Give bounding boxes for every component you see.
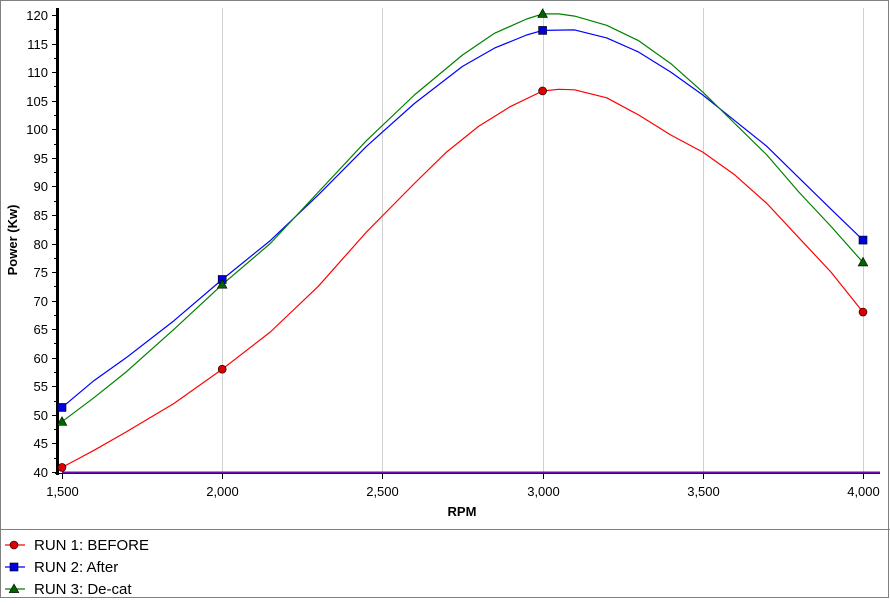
data-point-run-1-before [57, 463, 67, 472]
y-axis-title: Power (Kw) [5, 205, 20, 276]
series-lines [61, 13, 864, 468]
y-tick-label: 110 [27, 65, 48, 80]
series-markers [56, 8, 869, 472]
data-point-run-3-de-cat [857, 256, 869, 267]
legend-label-run-1-before: RUN 1: BEFORE [34, 537, 149, 554]
y-tick-label: 95 [34, 151, 48, 166]
y-tick-label: 40 [34, 465, 48, 480]
x-axis-title: RPM [448, 504, 477, 519]
data-point-run-2-after [538, 26, 547, 35]
legend: RUN 1: BEFORE RUN 2: After RUN 3: De-cat [5, 537, 149, 598]
series-line-run-2-after [61, 29, 864, 408]
x-tick-label: 2,500 [366, 484, 399, 499]
x-tick-label: 4,000 [847, 484, 880, 499]
legend-marker-run-1-before [9, 540, 19, 550]
y-tick-label: 55 [34, 379, 48, 394]
axes [52, 8, 880, 479]
data-point-run-3-de-cat [216, 279, 228, 289]
legend-label-run-3-de-cat: RUN 3: De-cat [34, 581, 132, 598]
y-tick-label: 50 [34, 408, 48, 423]
y-tick-label: 60 [34, 351, 48, 366]
x-tick-label: 1,500 [46, 484, 79, 499]
series-line-run-3-de-cat [61, 13, 864, 423]
y-tick-label: 100 [26, 122, 48, 137]
y-tick-label: 120 [26, 8, 48, 23]
data-point-run-3-de-cat [56, 416, 68, 426]
legend-label-run-2-after: RUN 2: After [34, 559, 118, 576]
y-tick-label: 65 [34, 322, 48, 337]
y-tick-label: 80 [34, 237, 48, 252]
data-point-run-1-before [217, 364, 227, 374]
data-point-run-2-after [57, 403, 67, 412]
x-tick-label: 3,000 [527, 484, 560, 499]
data-point-run-3-de-cat [537, 8, 548, 18]
y-tick-label: 115 [27, 37, 48, 52]
data-point-run-1-before [538, 86, 547, 96]
tick-labels: 40 45 50 55 60 65 70 75 80 85 90 95 100 105 110 115 120 1… [26, 8, 879, 499]
x-tick-label: 3,500 [687, 484, 720, 499]
data-point-run-2-after [858, 235, 868, 245]
y-tick-label: 90 [34, 179, 48, 194]
legend-marker-run-2-after [9, 562, 19, 572]
series-line-run-1-before [61, 88, 864, 468]
legend-marker-run-3-de-cat [8, 583, 20, 593]
x-tick-label: 2,000 [206, 484, 239, 499]
y-tick-label: 105 [26, 94, 48, 109]
y-tick-label: 85 [34, 208, 48, 223]
y-tick-label: 45 [34, 436, 48, 451]
data-point-run-1-before [858, 307, 868, 317]
y-tick-label: 75 [34, 265, 48, 280]
y-tick-label: 70 [34, 294, 48, 309]
